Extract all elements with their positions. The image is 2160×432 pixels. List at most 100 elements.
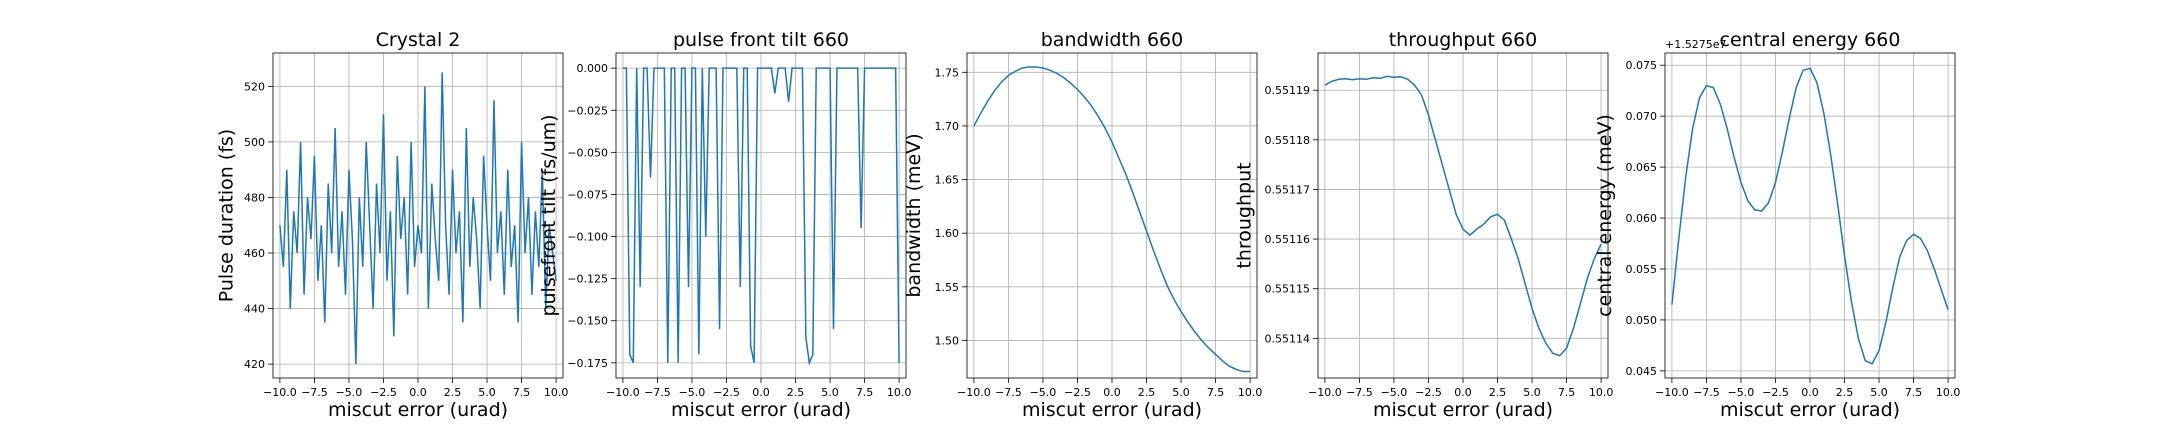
y-tick-label: 520 (244, 80, 265, 93)
x-tick-label: 0.0 (1103, 386, 1121, 399)
x-tick-label: 5.0 (1870, 386, 1888, 399)
y-axis-label: central energy (meV) (1594, 114, 1616, 317)
x-tick-label: −10.0 (1308, 386, 1342, 399)
y-tick-label: 460 (244, 247, 265, 260)
y-tick-label: 1.50 (935, 334, 960, 347)
x-tick-label: 10.0 (544, 386, 569, 399)
subplot: −10.0 −7.5 −5.0 −2.5 0.0 2.5 5.0 7.5 10.0 0.045 0.… (1594, 29, 1960, 421)
x-tick-label: 7.5 (1558, 386, 1576, 399)
y-tick-label: 420 (244, 358, 265, 371)
x-tick-label: −7.5 (644, 386, 671, 399)
subplot-title: bandwidth 660 (1041, 29, 1183, 51)
x-tick-label: −5.0 (1728, 386, 1755, 399)
x-tick-label: 7.5 (1905, 386, 1923, 399)
x-tick-label: −7.5 (1346, 386, 1373, 399)
x-tick-label: 7.5 (856, 386, 874, 399)
x-tick-label: −10.0 (263, 386, 297, 399)
subplot-title: central energy 660 (1720, 29, 1901, 51)
y-tick-label: 0.075 (1626, 59, 1658, 72)
axes-frame (966, 52, 1258, 379)
y-tick-label: −0.050 (567, 146, 608, 159)
y-tick-label: 0.55115 (1265, 283, 1311, 296)
axes-frame (272, 52, 564, 379)
y-tick-label: 0.055 (1626, 263, 1658, 276)
y-tick-label: −0.175 (567, 357, 608, 370)
x-tick-label: 2.5 (444, 386, 462, 399)
x-tick-label: 7.5 (1207, 386, 1225, 399)
y-tick-label: 480 (244, 191, 265, 204)
x-tick-label: 10.0 (1589, 386, 1614, 399)
y-tick-label: 0.060 (1626, 212, 1658, 225)
subplot: −10.0 −7.5 −5.0 −2.5 0.0 2.5 5.0 7.5 10.0 420 440 4… (216, 29, 569, 421)
x-axis-label: miscut error (urad) (328, 399, 508, 421)
x-tick-label: 2.5 (1836, 386, 1854, 399)
y-axis-label: bandwidth (meV) (903, 133, 925, 297)
x-axis-label: miscut error (urad) (1022, 399, 1202, 421)
x-tick-label: 7.5 (513, 386, 531, 399)
y-tick-label: −0.125 (567, 273, 608, 286)
x-tick-label: −10.0 (1655, 386, 1689, 399)
y-axis-label: throughput (1233, 162, 1255, 268)
data-line (622, 67, 900, 366)
data-line (1324, 75, 1602, 357)
x-tick-label: −2.5 (713, 386, 740, 399)
y-tick-label: 0.55114 (1265, 332, 1311, 345)
y-tick-label: −0.150 (567, 315, 608, 328)
y-tick-label: 0.065 (1626, 161, 1658, 174)
x-tick-label: −10.0 (957, 386, 991, 399)
y-tick-label: 1.65 (935, 174, 960, 187)
x-tick-label: 10.0 (1936, 386, 1961, 399)
axes-frame (1317, 52, 1609, 379)
x-tick-label: 10.0 (1238, 386, 1263, 399)
axes-frame (1664, 52, 1956, 379)
subplot-title: Crystal 2 (376, 29, 461, 51)
data-line (1671, 67, 1949, 365)
y-tick-label: 1.70 (935, 120, 960, 133)
x-tick-label: −5.0 (1030, 386, 1057, 399)
y-tick-label: 1.75 (935, 66, 960, 79)
x-tick-label: −5.0 (1381, 386, 1408, 399)
x-tick-label: 2.5 (1489, 386, 1507, 399)
x-tick-label: 0.0 (1801, 386, 1819, 399)
x-tick-label: 2.5 (1138, 386, 1156, 399)
x-tick-label: −2.5 (1064, 386, 1091, 399)
y-tick-label: 0.55119 (1265, 84, 1311, 97)
subplot-title: pulse front tilt 660 (673, 29, 849, 51)
x-tick-label: −2.5 (1762, 386, 1789, 399)
x-axis-label: miscut error (urad) (1720, 399, 1900, 421)
x-tick-label: −7.5 (1693, 386, 1720, 399)
y-tick-label: −0.075 (567, 188, 608, 201)
x-tick-label: −5.0 (679, 386, 706, 399)
x-tick-label: −10.0 (606, 386, 640, 399)
data-line (973, 66, 1251, 373)
x-tick-label: 5.0 (821, 386, 839, 399)
x-tick-label: −7.5 (995, 386, 1022, 399)
y-tick-label: 440 (244, 303, 265, 316)
y-tick-label: 500 (244, 136, 265, 149)
y-tick-label: −0.025 (567, 104, 608, 117)
x-axis-label: miscut error (urad) (671, 399, 851, 421)
y-tick-label: 0.070 (1626, 110, 1658, 123)
y-axis-label: Pulse duration (fs) (216, 129, 238, 302)
x-tick-label: 5.0 (1523, 386, 1541, 399)
y-tick-label: 0.55116 (1265, 233, 1311, 246)
x-tick-label: 5.0 (1172, 386, 1190, 399)
x-tick-label: 0.0 (409, 386, 427, 399)
subplot: −10.0 −7.5 −5.0 −2.5 0.0 2.5 5.0 7.5 10.0 1.50 1.5… (903, 29, 1263, 421)
y-tick-label: 0.050 (1626, 314, 1658, 327)
x-tick-label: −2.5 (370, 386, 397, 399)
y-tick-label: 0.045 (1626, 365, 1658, 378)
x-axis-label: miscut error (urad) (1373, 399, 1553, 421)
y-axis-label: pulsefront tilt (fs/um) (538, 114, 560, 316)
y-offset-text: +1.5275e7 (1665, 38, 1726, 51)
data-line (279, 72, 557, 365)
x-tick-label: −7.5 (301, 386, 328, 399)
x-tick-label: 10.0 (887, 386, 912, 399)
x-tick-label: −2.5 (1415, 386, 1442, 399)
subplot: −10.0 −7.5 −5.0 −2.5 0.0 2.5 5.0 7.5 10.0 0.55114… (1233, 29, 1613, 421)
y-tick-label: 0.55118 (1265, 134, 1311, 147)
x-tick-label: 5.0 (478, 386, 496, 399)
y-tick-label: 0.55117 (1265, 183, 1311, 196)
